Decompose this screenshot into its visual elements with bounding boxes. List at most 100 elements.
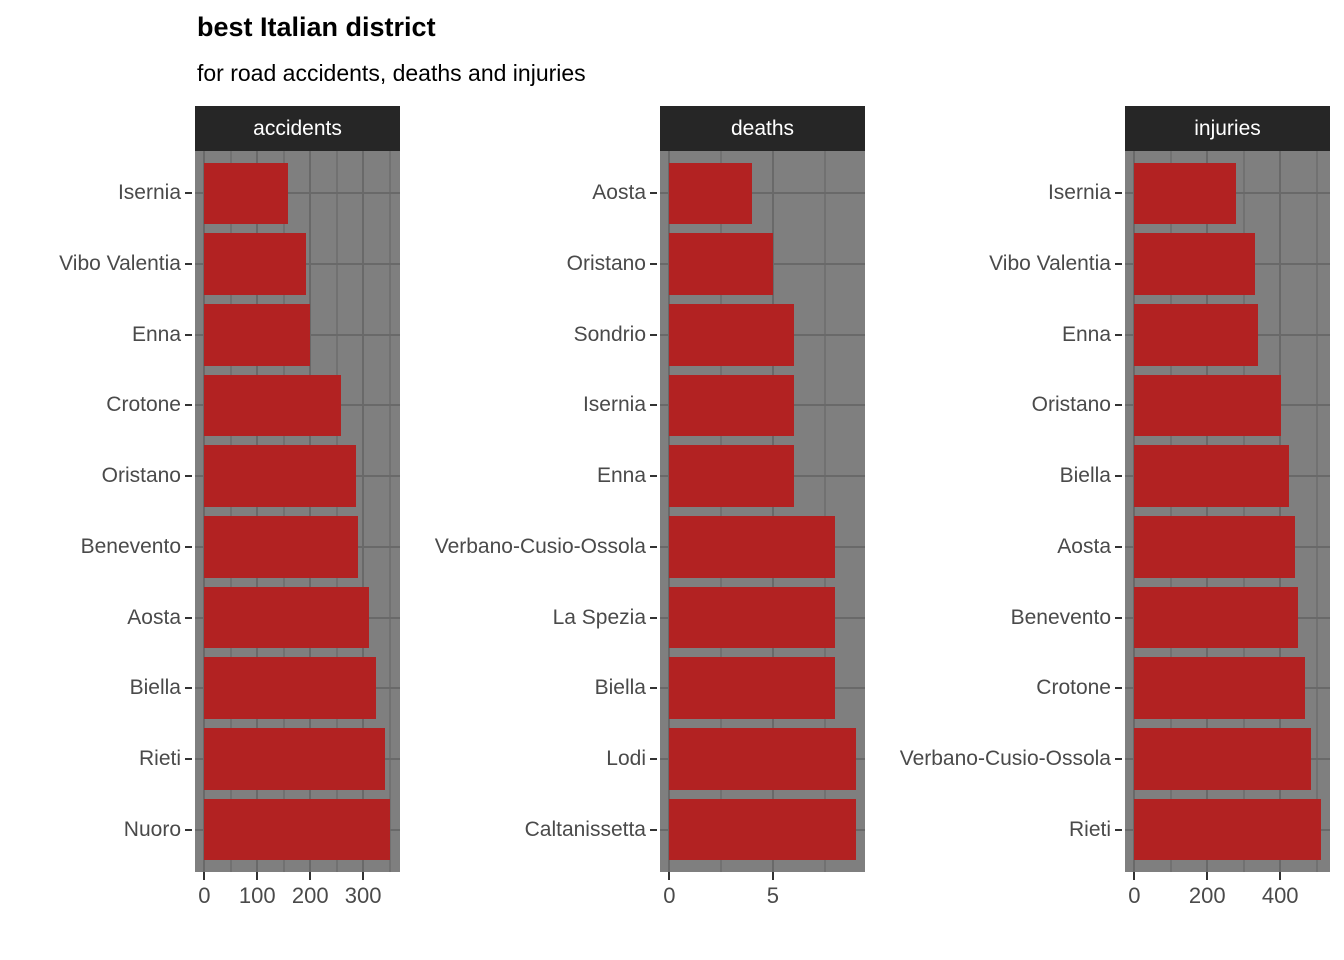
y-axis-tick — [1115, 263, 1122, 266]
y-axis-tick — [650, 616, 657, 619]
y-axis-tick — [185, 263, 192, 266]
bar-aosta — [204, 586, 369, 649]
x-axis-tick-label: 0 — [1128, 883, 1141, 908]
y-axis-label: Enna — [131, 322, 181, 346]
y-axis-label: Crotone — [1036, 676, 1111, 700]
y-axis-tick — [185, 475, 192, 478]
facet-strip-label: deaths — [660, 106, 865, 151]
facet-deaths: Aosta Oristano Sondrio Isernia Enna Verbano-C… — [435, 106, 865, 908]
bar-biella — [669, 657, 835, 719]
y-axis-label: Verbano-Cusio-Ossola — [899, 746, 1111, 770]
y-axis-label: Verbano-Cusio-Ossola — [434, 534, 646, 558]
bar-verbano-cusio-ossola — [669, 516, 835, 578]
bar-benevento — [204, 516, 359, 578]
bar-benevento — [1134, 586, 1299, 649]
y-axis-tick — [650, 687, 657, 690]
y-axis-label: Rieti — [138, 746, 181, 770]
x-gridline-minor — [720, 151, 723, 872]
y-axis-tick — [185, 545, 192, 548]
bar-caltanissetta — [669, 798, 856, 861]
y-axis-tick — [185, 757, 192, 760]
x-axis-tick-label: 200 — [1188, 883, 1226, 908]
y-axis-label: Enna — [596, 464, 646, 488]
x-gridline-minor — [335, 151, 338, 872]
y-axis-tick — [650, 757, 657, 760]
x-gridline-minor — [823, 151, 826, 872]
x-axis-tick — [309, 872, 312, 880]
y-axis-tick — [650, 404, 657, 407]
bar-vibo-valentia — [204, 233, 307, 295]
bar-rieti — [204, 728, 386, 790]
y-axis-label: Rieti — [1068, 817, 1111, 841]
x-gridline-major — [256, 151, 259, 872]
x-axis-tick — [1133, 872, 1136, 880]
y-axis-label: La Spezia — [552, 605, 646, 629]
bar-enna — [1134, 304, 1259, 366]
y-axis-tick — [1115, 687, 1122, 690]
x-gridline-major — [1206, 151, 1209, 872]
y-axis-label: Benevento — [80, 534, 181, 558]
chart-title: best Italian district — [197, 12, 436, 42]
y-axis-label: Caltanissetta — [524, 817, 646, 841]
x-axis-tick — [1279, 872, 1282, 880]
bar-nuoro — [204, 798, 391, 861]
y-gridline-major — [195, 192, 400, 195]
x-axis-tick — [1206, 872, 1209, 880]
x-gridline-major — [1279, 151, 1282, 872]
x-axis-tick-label: 0 — [663, 883, 676, 908]
x-axis-tick-label: 0 — [198, 883, 211, 908]
x-gridline-major — [668, 151, 671, 872]
y-axis-labels: Isernia Vibo Valentia Enna Oristano Biella Ao… — [855, 151, 1125, 872]
y-axis-label: Sondrio — [573, 322, 646, 346]
x-axis: 0 100 200 300 — [195, 872, 400, 922]
facet-injuries: Isernia Vibo Valentia Enna Oristano Biella Ao… — [900, 106, 1330, 908]
y-axis-tick — [650, 333, 657, 336]
x-gridline-major — [203, 151, 206, 872]
y-axis-tick — [1115, 545, 1122, 548]
y-axis-label: Lodi — [606, 746, 646, 770]
y-axis-label: Vibo Valentia — [989, 252, 1111, 276]
y-axis-label: Aosta — [127, 605, 181, 629]
y-axis-tick — [1115, 757, 1122, 760]
y-axis-label: Oristano — [101, 464, 181, 488]
bar-aosta — [669, 162, 753, 225]
y-axis-tick — [650, 263, 657, 266]
y-axis-label: Biella — [594, 676, 646, 700]
bar-biella — [204, 657, 377, 719]
y-axis-tick — [185, 687, 192, 690]
y-axis-label: Oristano — [566, 252, 646, 276]
x-axis-tick — [668, 872, 671, 880]
bar-oristano — [1134, 374, 1282, 437]
bar-rieti — [1134, 798, 1321, 861]
y-axis-label: Enna — [1061, 322, 1111, 346]
y-axis-label: Biella — [1059, 464, 1111, 488]
y-axis-labels: Aosta Oristano Sondrio Isernia Enna Verbano-C… — [390, 151, 660, 872]
y-axis-tick — [1115, 616, 1122, 619]
bar-la-spezia — [669, 586, 835, 649]
bar-isernia — [669, 374, 794, 437]
y-axis-label: Oristano — [1031, 393, 1111, 417]
facet-accidents: Isernia Vibo Valentia Enna Crotone Oristano B… — [59, 106, 400, 908]
facet-strip-label: injuries — [1125, 106, 1330, 151]
bar-crotone — [204, 374, 342, 437]
x-gridline-major — [309, 151, 312, 872]
y-axis-tick — [650, 828, 657, 831]
x-gridline-major — [1133, 151, 1136, 872]
y-axis-labels: Isernia Vibo Valentia Enna Crotone Oristano B… — [0, 151, 195, 872]
y-axis-tick — [1115, 333, 1122, 336]
y-axis-tick — [650, 545, 657, 548]
y-axis-tick — [1115, 192, 1122, 195]
y-axis-tick — [650, 192, 657, 195]
y-axis-label: Aosta — [592, 181, 646, 205]
x-gridline-minor — [388, 151, 391, 872]
x-axis-tick-label: 100 — [238, 883, 276, 908]
x-gridline-minor — [229, 151, 232, 872]
plot-panel — [660, 151, 865, 872]
bar-isernia — [204, 162, 288, 225]
bar-oristano — [204, 445, 357, 507]
y-axis-label: Biella — [129, 676, 181, 700]
y-axis-tick — [185, 333, 192, 336]
chart-subtitle: for road accidents, deaths and injuries — [197, 60, 586, 86]
bar-enna — [669, 445, 794, 507]
bar-enna — [204, 304, 311, 366]
